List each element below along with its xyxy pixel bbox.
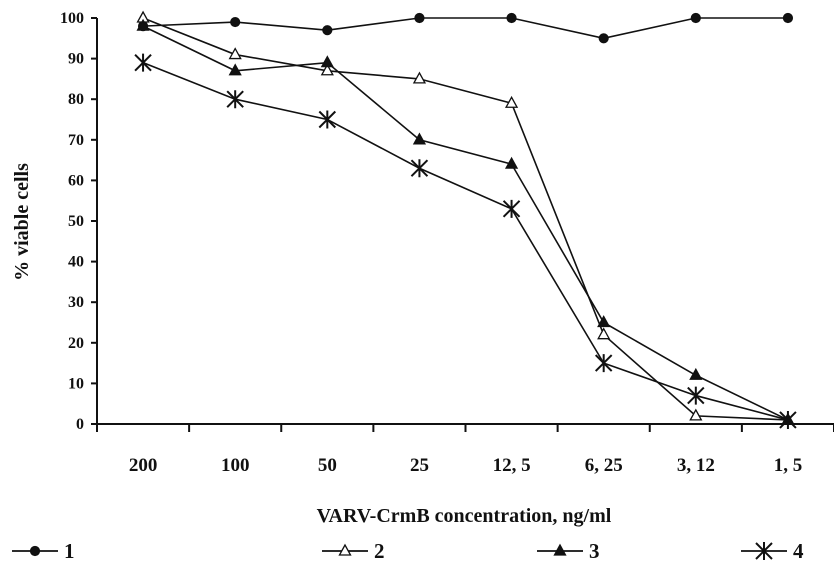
series-4-point [226, 90, 244, 109]
y-tick-label: 60 [68, 172, 84, 189]
y-tick-label: 20 [68, 335, 84, 352]
series-3-point [136, 18, 150, 31]
y-tick-label: 70 [68, 132, 84, 149]
series-2-point [412, 71, 427, 84]
series-4-point [779, 410, 797, 429]
y-tick-label: 100 [60, 10, 84, 27]
y-axis-title: % viable cells [11, 163, 33, 281]
series-2-point [228, 47, 242, 60]
legend: 1 2 3 4 [12, 539, 804, 563]
x-tick-label: 100 [221, 455, 250, 476]
y-tick-label: 10 [68, 375, 84, 392]
x-axis: 200 100 50 25 12, 5 6, 25 3, 12 1, 5 [96, 423, 834, 476]
series-1-point [506, 12, 517, 24]
legend-item-3: 3 [537, 539, 600, 563]
series-4-line [142, 61, 789, 421]
legend-label: 2 [374, 539, 385, 563]
series-1-point [230, 16, 241, 28]
series-3-point [320, 55, 334, 68]
series-1-point [414, 12, 425, 24]
legend-marker [29, 545, 41, 557]
y-tick-label: 40 [68, 254, 84, 271]
legend-item-2: 2 [322, 539, 385, 563]
series-1-line [143, 17, 788, 40]
x-tick-label: 6, 25 [585, 455, 623, 476]
series-4-point [318, 110, 337, 129]
series-2-point [504, 95, 519, 108]
series-4-point [594, 354, 613, 373]
series-4-point [134, 53, 152, 72]
series-2-point [597, 327, 611, 340]
series-1-point [322, 25, 333, 36]
series-3-point [689, 367, 703, 380]
series-3-point [504, 156, 519, 169]
series-2-point [689, 408, 703, 421]
series-4 [134, 53, 797, 429]
legend-label: 3 [589, 539, 600, 563]
y-tick-label: 30 [68, 294, 84, 311]
y-tick-label: 0 [76, 416, 84, 433]
series-1-point [782, 12, 794, 24]
y-axis: 0 10 20 30 40 50 60 70 80 90 100 [60, 10, 98, 433]
series-3-point [412, 132, 427, 145]
x-tick-label: 12, 5 [493, 455, 531, 476]
series-3-line [142, 25, 789, 421]
series-4-point [687, 386, 705, 405]
legend-label: 1 [64, 539, 75, 563]
series-3 [136, 18, 795, 425]
legend-item-1: 1 [12, 539, 75, 563]
series-1-point [690, 12, 701, 24]
series-1-point [598, 33, 609, 44]
y-tick-label: 50 [68, 213, 84, 230]
series-2-line [142, 17, 788, 421]
x-tick-label: 25 [410, 455, 429, 476]
y-tick-label: 90 [68, 51, 84, 68]
x-tick-label: 3, 12 [677, 455, 715, 476]
series-4-point [410, 159, 429, 178]
legend-marker [755, 542, 773, 560]
series-2-point [320, 63, 334, 76]
series-1 [137, 12, 794, 44]
legend-marker [553, 543, 567, 556]
x-tick-label: 1, 5 [774, 455, 803, 476]
legend-marker [338, 543, 352, 556]
x-tick-label: 50 [318, 455, 337, 476]
x-tick-label: 200 [129, 455, 158, 476]
series-4-point [502, 199, 521, 218]
series-3-point [228, 63, 242, 76]
legend-label: 4 [793, 539, 804, 563]
series-layer [134, 10, 797, 429]
y-tick-label: 80 [68, 91, 84, 108]
legend-item-4: 4 [741, 539, 804, 563]
x-axis-title: VARV-CrmB concentration, ng/ml [317, 505, 612, 527]
series-3-point [597, 315, 611, 328]
